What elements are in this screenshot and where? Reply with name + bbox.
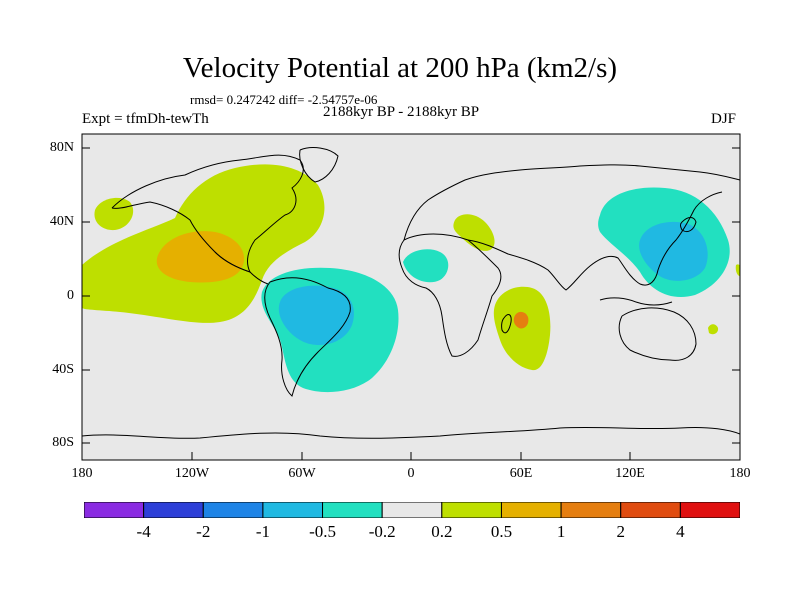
lon-label-120w: 120W — [174, 466, 210, 481]
lat-label-40s: 40S — [52, 362, 74, 377]
period-text: 2188kyr BP - 2188kyr BP — [323, 104, 480, 120]
coast-asia-south — [467, 191, 723, 291]
colorbar-swatch-4 — [322, 502, 383, 518]
colorbar-swatch-8 — [560, 502, 622, 518]
colorbar-label-6: 0.5 — [490, 522, 513, 541]
lon-label-60e: 60E — [509, 466, 533, 481]
colorbar-label-9: 4 — [676, 522, 685, 541]
coast-africa — [398, 233, 502, 357]
coastlines — [82, 147, 740, 439]
colorbar-swatch-6 — [441, 502, 502, 518]
contour-fields — [82, 164, 740, 393]
coast-south-america — [264, 277, 351, 397]
positive-region-pacific-core — [156, 231, 245, 283]
colorbar-label-5: 0.2 — [431, 522, 453, 541]
coast-madagascar — [501, 314, 512, 334]
lat-label-eq: 0 — [67, 288, 74, 303]
coast-north-america — [111, 154, 304, 273]
coast-indonesia — [599, 297, 673, 306]
colorbar-label-3: -0.5 — [309, 522, 336, 541]
rmsd-diff-text: rmsd= 0.247242 diff= -2.54757e-06 — [190, 92, 378, 107]
positive-region-indian-ocean — [493, 286, 551, 371]
coast-greenland — [299, 147, 339, 183]
colorbar-swatch-3 — [262, 502, 324, 518]
negative-region-west-africa — [403, 249, 449, 283]
lon-label-120e: 120E — [615, 466, 645, 481]
lat-label-40n: 40N — [49, 214, 74, 229]
colorbar-swatch-1 — [143, 502, 204, 518]
colorbar-swatch-5 — [381, 502, 443, 518]
positive-region-middle-east — [453, 214, 495, 251]
experiment-label: Expt = tfmDh-tewTh — [82, 111, 209, 127]
coast-japan — [680, 217, 697, 233]
lon-label-180w: 180 — [71, 466, 93, 481]
positive-region-indian-ocean-core — [513, 311, 529, 329]
colorbar-label-7: 1 — [556, 522, 566, 541]
positive-region-west-pacific-spot — [708, 324, 719, 335]
negative-region-south-america-core — [278, 285, 354, 346]
colorbar-label-4: -0.2 — [368, 522, 396, 541]
positive-region-dateline-spot — [735, 264, 740, 276]
map-title: Velocity Potential at 200 hPa (km2/s) — [182, 52, 618, 84]
colorbar-label-0: -4 — [136, 522, 151, 541]
coast-antarctica — [82, 426, 740, 439]
colorbar-swatch-2 — [202, 502, 264, 518]
colorbar-label-1: -2 — [196, 522, 211, 541]
season-label: DJF — [711, 111, 737, 127]
coast-australia — [618, 307, 697, 361]
coast-europe — [403, 164, 740, 241]
lon-label-180e: 180 — [729, 466, 751, 481]
lat-label-80s: 80S — [52, 435, 74, 450]
colorbar — [84, 502, 740, 518]
axis-ticks — [81, 147, 741, 460]
colorbar-swatch-0 — [84, 502, 145, 518]
lon-label-60w: 60W — [288, 466, 316, 481]
colorbar-label-8: 2 — [616, 522, 625, 541]
colorbar-swatch-10 — [679, 502, 740, 518]
colorbar-swatch-9 — [620, 502, 681, 518]
colorbar-swatch-7 — [500, 502, 562, 518]
positive-region-north-pacific — [94, 197, 134, 231]
coast-central-america — [214, 251, 269, 285]
lat-label-80n: 80N — [49, 140, 74, 155]
lon-label-0: 0 — [407, 466, 415, 481]
negative-region-east-asia-core — [639, 221, 708, 281]
colorbar-label-2: -1 — [255, 522, 270, 541]
